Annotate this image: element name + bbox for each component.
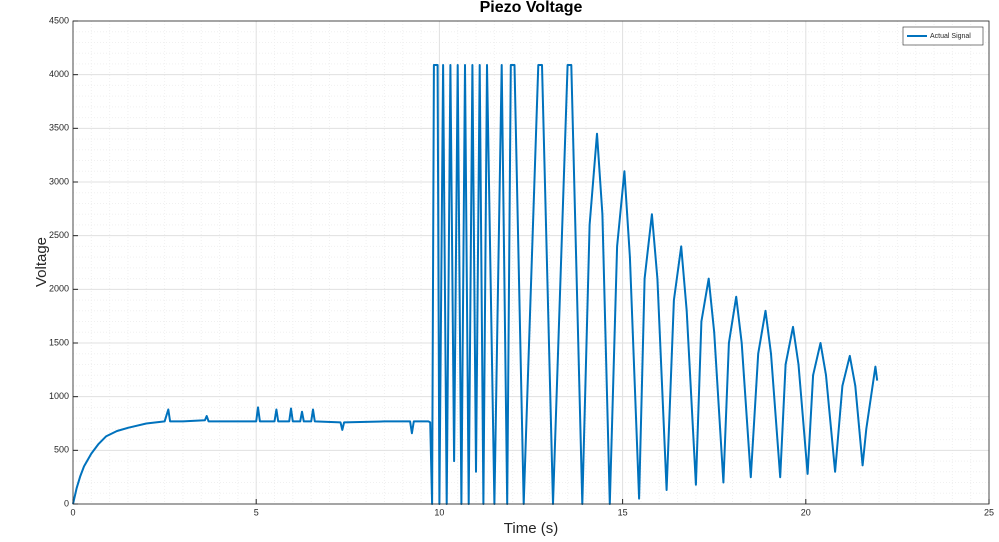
axes-box <box>72 20 990 505</box>
chart-title: Piezo Voltage <box>480 0 583 16</box>
x-axis-label: Time (s) <box>504 520 558 537</box>
legend-box <box>902 26 984 46</box>
legend-label: Actual Signal <box>930 33 971 40</box>
signal-line <box>72 64 879 505</box>
y-tick-label: 3500 <box>49 123 69 133</box>
y-tick-label: 500 <box>54 445 69 455</box>
x-tick-label: 15 <box>618 507 628 517</box>
y-tick-label: 1000 <box>49 391 69 401</box>
x-tick-label: 5 <box>254 507 259 517</box>
y-tick-label: 2500 <box>49 230 69 240</box>
x-tick-label: 0 <box>70 507 75 517</box>
y-tick-label: 0 <box>64 498 69 508</box>
x-tick-label: 25 <box>984 507 994 517</box>
x-tick-label: 20 <box>801 507 811 517</box>
y-tick-label: 3000 <box>49 176 69 186</box>
y-tick-label: 4000 <box>49 69 69 79</box>
y-tick-label: 2000 <box>49 284 69 294</box>
y-tick-label: 1500 <box>49 337 69 347</box>
y-axis-label: Voltage <box>33 237 50 287</box>
y-tick-label: 4500 <box>49 15 69 25</box>
x-tick-label: 10 <box>434 507 444 517</box>
